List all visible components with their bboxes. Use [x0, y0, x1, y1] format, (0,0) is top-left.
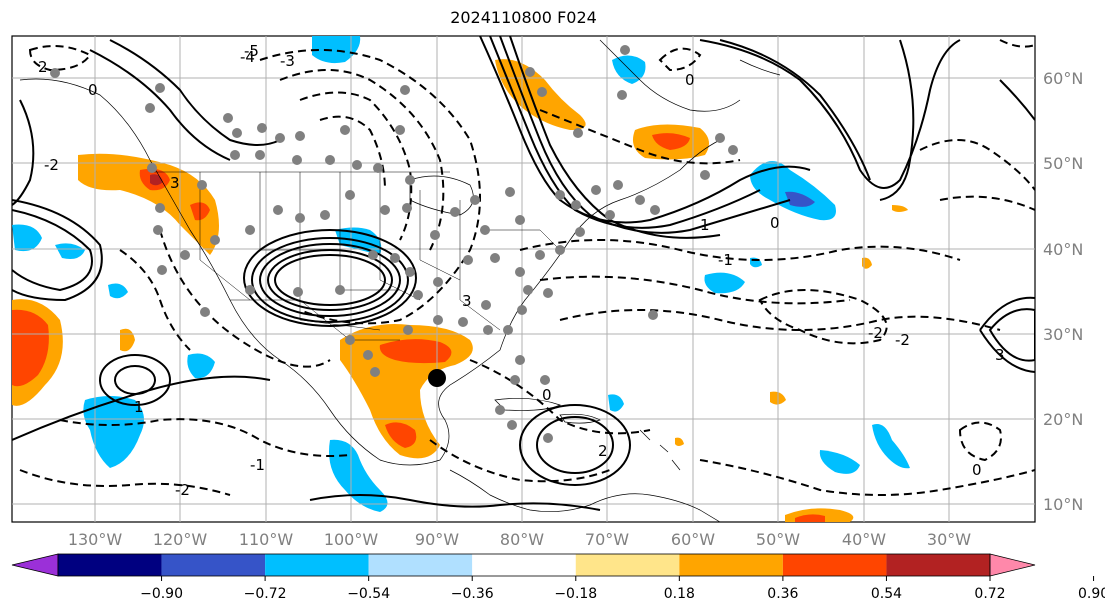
lat-label: 10°N — [1043, 495, 1083, 514]
lat-label: 40°N — [1043, 240, 1083, 259]
strong-positive-anomaly-fills — [12, 133, 825, 522]
contour-label: 3 — [995, 346, 1005, 364]
contour-label: -1 — [718, 251, 733, 269]
contour-label: -2 — [895, 331, 910, 349]
strong-negative-anomaly-fills — [785, 191, 815, 207]
colorbar — [11, 553, 1036, 577]
longitude-labels: 130°W 120°W 110°W 100°W 90°W 80°W 70°W 6… — [68, 530, 971, 549]
contour-label: 0 — [770, 214, 780, 232]
contour-label: 3 — [170, 174, 180, 192]
lon-label: 130°W — [68, 530, 123, 549]
colorbar-tick-label: −0.54 — [347, 586, 390, 602]
lon-label: 90°W — [415, 530, 459, 549]
map-title: 2024110800 F024 — [450, 8, 597, 27]
colorbar-segment — [886, 554, 990, 576]
contour-label: 2 — [598, 442, 608, 460]
contour-label: 1 — [134, 398, 144, 416]
lat-label: 60°N — [1043, 69, 1083, 88]
colorbar-segment — [58, 554, 162, 576]
contour-label: 0 — [542, 386, 552, 404]
colorbar-tick-label: 0.90 — [1078, 586, 1105, 602]
lon-label: 70°W — [585, 530, 629, 549]
lon-label: 110°W — [239, 530, 294, 549]
contour-label: 2 — [38, 58, 48, 76]
latitude-labels: 60°N 50°N 40°N 30°N 20°N 10°N — [1043, 69, 1083, 514]
contour-label: -1 — [250, 456, 265, 474]
negative-contours — [19, 39, 1035, 496]
contour-label: -2 — [175, 481, 190, 499]
contour-labels: 2 0 -4 -5 -3 -2 -1 3 1 -1 -2 0 0 3 -2 2 … — [38, 42, 1005, 499]
colorbar-extend-min — [11, 553, 59, 577]
contour-label: -2 — [44, 156, 59, 174]
colorbar-tick-label: 0.36 — [767, 586, 798, 602]
lon-label: 80°W — [500, 530, 544, 549]
contour-label: 0 — [685, 71, 695, 89]
colorbar-segment — [575, 554, 680, 576]
colorbar-extend-max — [989, 553, 1036, 577]
colorbar-segment — [679, 554, 783, 576]
contour-label: 0 — [972, 461, 982, 479]
station-dots — [50, 45, 738, 443]
lon-label: 50°W — [756, 530, 800, 549]
colorbar-tick-label: 0.54 — [871, 586, 902, 602]
contour-label: 1 — [700, 216, 710, 234]
storm-center-marker — [428, 369, 446, 387]
lon-label: 100°W — [324, 530, 379, 549]
colorbar-tick-label: −0.18 — [554, 586, 597, 602]
colorbar-segment — [782, 554, 887, 576]
lat-label: 50°N — [1043, 154, 1083, 173]
lon-label: 60°W — [671, 530, 715, 549]
colorbar-segment — [368, 554, 473, 576]
positive-contours — [12, 36, 1035, 511]
contour-label: 0 — [88, 81, 98, 99]
lat-label: 30°N — [1043, 325, 1083, 344]
lon-label: 40°W — [842, 530, 886, 549]
lon-label: 30°W — [927, 530, 971, 549]
lat-lon-grid — [12, 36, 1035, 522]
colorbar-tick-label: −0.72 — [244, 586, 287, 602]
colorbar-border — [57, 553, 991, 577]
contour-label: 3 — [462, 292, 472, 310]
map-plot-area: 2 0 -4 -5 -3 -2 -1 3 1 -1 -2 0 0 3 -2 2 … — [12, 36, 1035, 522]
contour-label: -5 — [244, 42, 259, 60]
contour-label: -4 — [240, 48, 255, 66]
colorbar-tick-label: 0.72 — [974, 586, 1005, 602]
colorbar-tick-label: −0.90 — [140, 586, 183, 602]
lat-label: 20°N — [1043, 410, 1083, 429]
contour-label: -2 — [868, 324, 883, 342]
coastlines — [19, 39, 781, 522]
colorbar-ticks: −0.90 −0.72 −0.54 −0.36 −0.18 0.18 0.36 0.54 0.7… — [140, 576, 1105, 602]
contour-label: -3 — [280, 52, 295, 70]
colorbar-tick-label: −0.36 — [451, 586, 494, 602]
colorbar-segment — [472, 554, 576, 576]
colorbar-segment — [161, 554, 266, 576]
colorbar-tick-label: 0.18 — [664, 586, 695, 602]
colorbar-segment — [265, 554, 369, 576]
lon-label: 120°W — [153, 530, 208, 549]
